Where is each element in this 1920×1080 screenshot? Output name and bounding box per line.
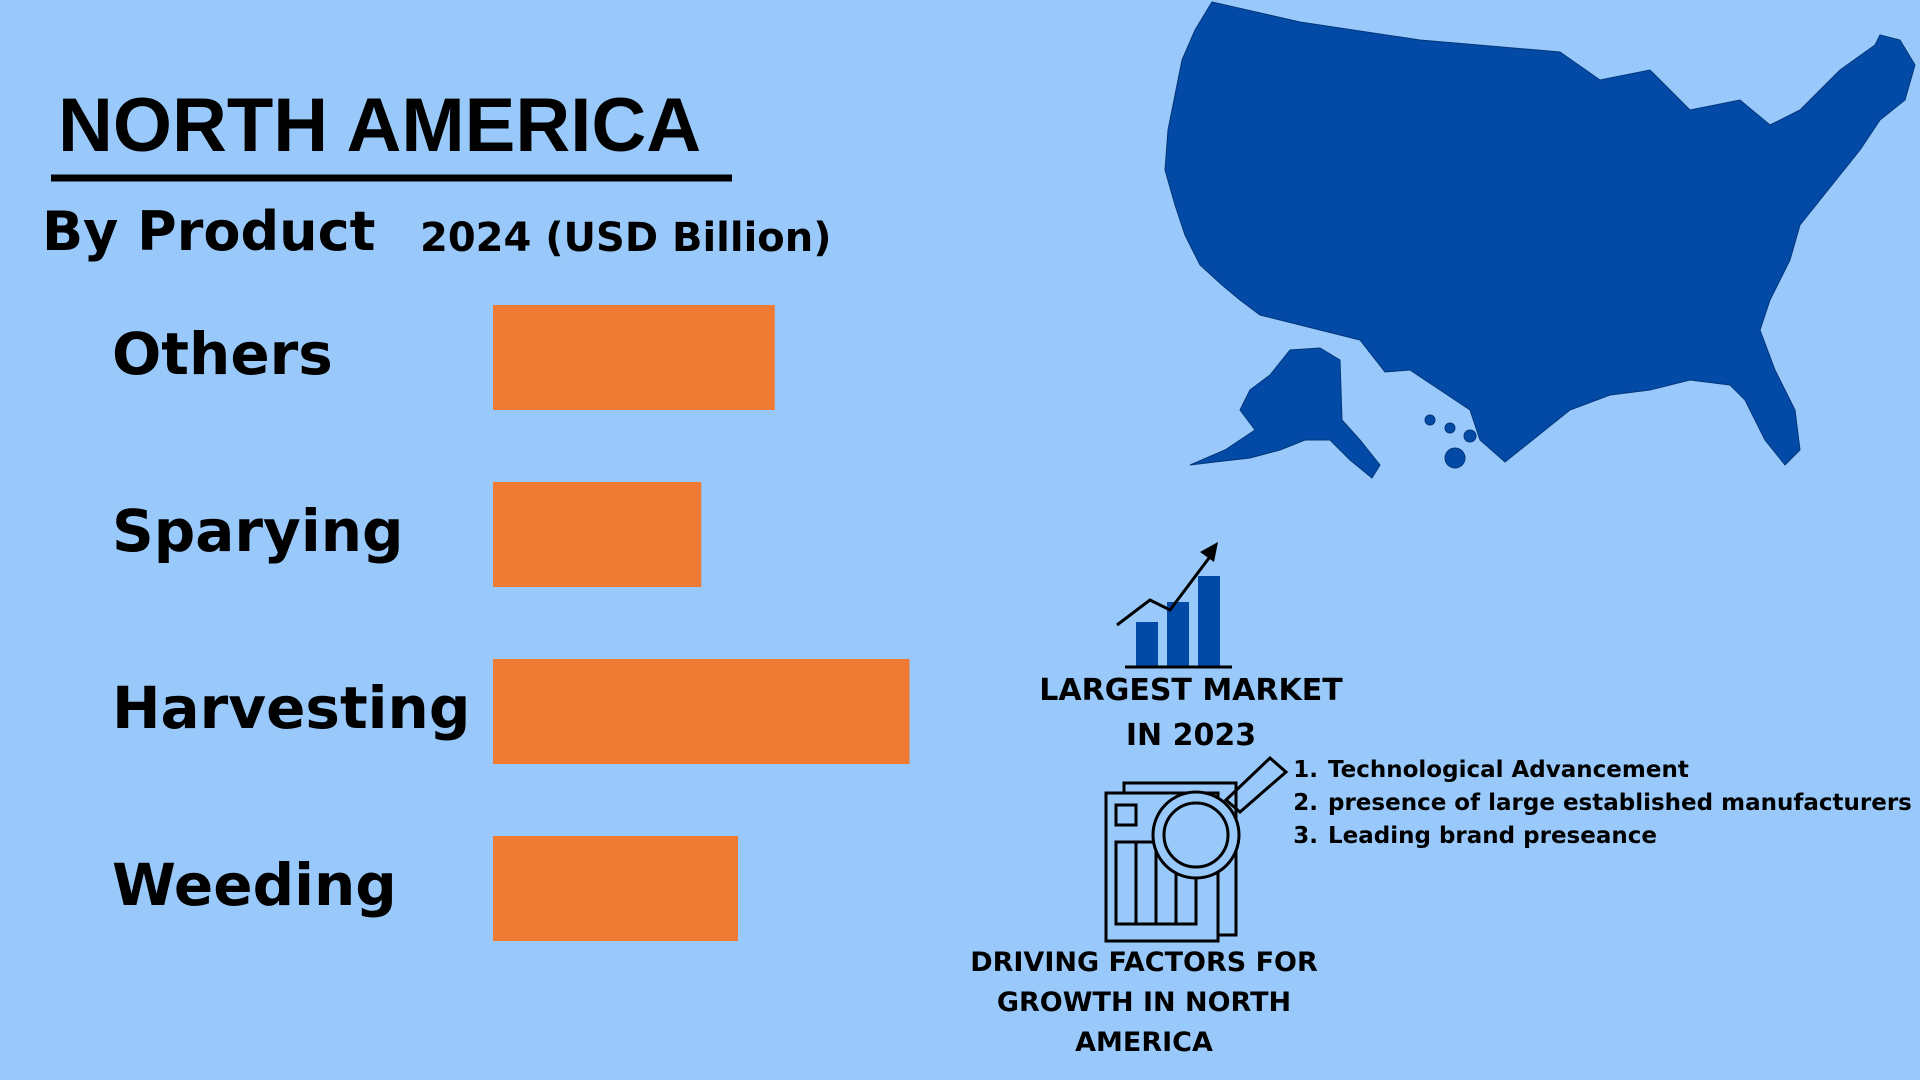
driving-factor: Leading brand preseance <box>1326 820 1912 853</box>
category-label: Harvesting <box>112 673 471 742</box>
category-label: Others <box>112 319 333 388</box>
chart-title: NORTH AMERICA <box>58 83 702 168</box>
chart-subtitle: By Product <box>42 200 376 263</box>
report-icon <box>1104 755 1289 943</box>
driving-factors-title: DRIVING FACTORS FOR GROWTH IN NORTH AMER… <box>970 947 1318 1058</box>
driving-factor: Technological Advancement <box>1326 754 1912 787</box>
bar <box>493 836 738 941</box>
bar <box>493 659 910 764</box>
driving-factor: presence of large established manufactur… <box>1326 787 1912 820</box>
us-map <box>1164 1 1916 479</box>
bar <box>493 305 775 410</box>
driving-factors-list: Technological Advancementpresence of lar… <box>1306 754 1912 853</box>
value-label: 2024 (USD Billion) <box>420 215 832 261</box>
category-label: Weeding <box>112 850 397 919</box>
growth-icon <box>1116 542 1232 669</box>
bar <box>493 482 702 587</box>
category-label: Sparying <box>112 496 404 565</box>
largest-market: LARGEST MARKET IN 2023 <box>1039 673 1343 753</box>
